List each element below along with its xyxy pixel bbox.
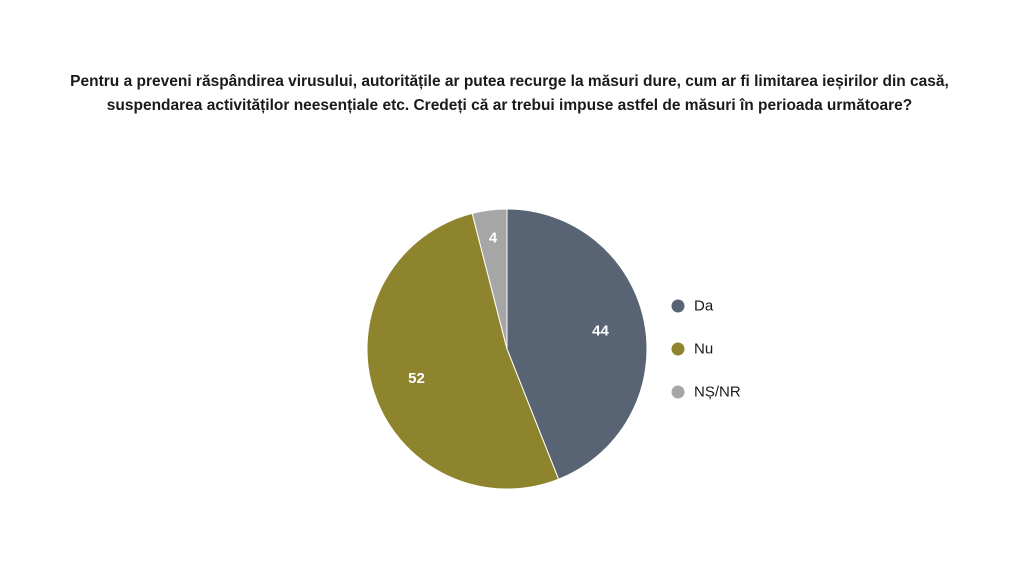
legend-marker-2	[671, 385, 685, 399]
pie-slice-1	[366, 212, 560, 490]
chart-title-line-2: suspendarea activităților neesențiale et…	[106, 97, 913, 114]
legend-label-0: Da	[694, 298, 714, 315]
pie-slice-0	[506, 208, 648, 480]
slice-value-label-1: 52	[408, 370, 425, 387]
legend-marker-0	[671, 299, 685, 313]
chart-title: Pentru a preveni răspândirea virusului, …	[20, 70, 999, 118]
legend-marker-1	[671, 342, 685, 356]
pie-slice-2	[471, 208, 508, 350]
chart-title-line-1: Pentru a preveni răspândirea virusului, …	[70, 73, 949, 90]
slice-value-label-0: 44	[592, 323, 609, 340]
slice-value-label-2: 4	[489, 229, 498, 246]
legend-label-1: Nu	[694, 341, 713, 358]
legend-label-2: NȘ/NR	[694, 384, 741, 401]
